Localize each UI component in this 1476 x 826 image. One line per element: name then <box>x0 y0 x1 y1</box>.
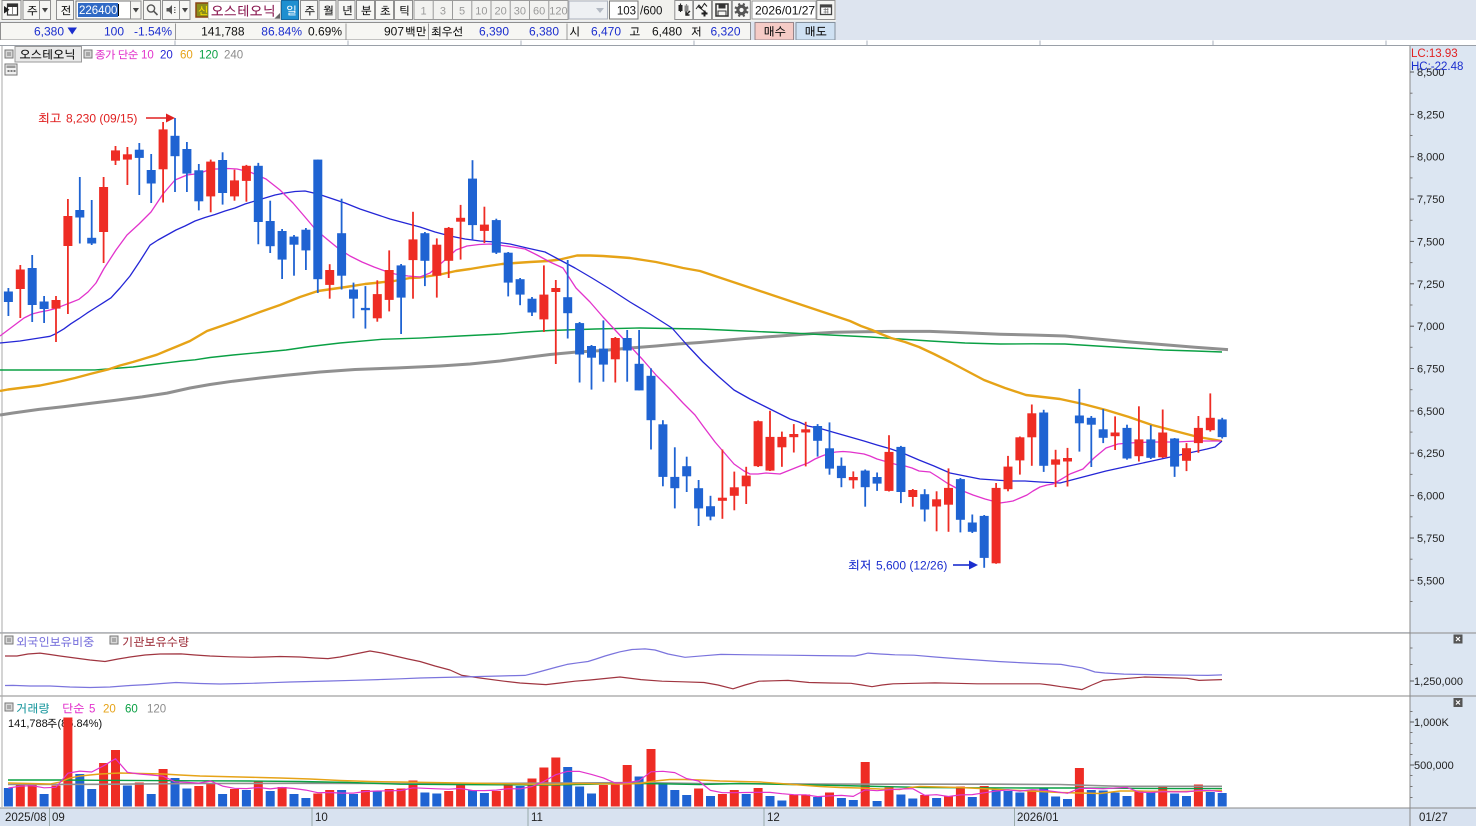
svg-text:60: 60 <box>180 50 193 62</box>
svg-text:2026/01/27: 2026/01/27 <box>755 4 815 18</box>
svg-text:7,750: 7,750 <box>1417 194 1445 206</box>
svg-text:1,250,000: 1,250,000 <box>1414 676 1463 688</box>
svg-text:HC:-22.48: HC:-22.48 <box>1411 61 1463 73</box>
svg-text:5,500: 5,500 <box>1417 575 1445 587</box>
svg-text:20: 20 <box>160 50 173 62</box>
svg-text:120: 120 <box>199 50 218 62</box>
svg-text:1: 1 <box>421 6 427 18</box>
svg-text:5,750: 5,750 <box>1417 533 1445 545</box>
svg-text:6,480: 6,480 <box>652 25 682 39</box>
svg-text:6,380: 6,380 <box>529 25 559 39</box>
svg-text:2026/01: 2026/01 <box>1017 812 1059 824</box>
svg-text:8,250: 8,250 <box>1417 109 1445 121</box>
svg-text:6,320: 6,320 <box>710 25 740 39</box>
svg-text:/600: /600 <box>640 6 662 18</box>
svg-text:120: 120 <box>549 6 567 18</box>
svg-text:7,000: 7,000 <box>1417 321 1445 333</box>
svg-text:12: 12 <box>767 812 780 824</box>
svg-text:60: 60 <box>125 704 138 716</box>
svg-text:8,500: 8,500 <box>1417 67 1445 79</box>
svg-text:20: 20 <box>103 704 116 716</box>
svg-text:120: 120 <box>147 704 166 716</box>
svg-text:60: 60 <box>533 6 545 18</box>
svg-text:6,470: 6,470 <box>591 25 621 39</box>
svg-text:6,500: 6,500 <box>1417 406 1445 418</box>
svg-text:226400: 226400 <box>79 5 117 17</box>
svg-text:30: 30 <box>514 6 526 18</box>
svg-text:10: 10 <box>315 812 328 824</box>
svg-text:10: 10 <box>475 6 487 18</box>
svg-text:7,250: 7,250 <box>1417 279 1445 291</box>
svg-text:5: 5 <box>459 6 465 18</box>
svg-text:103: 103 <box>617 6 636 18</box>
svg-text:86.84%: 86.84% <box>261 25 302 39</box>
svg-text:240: 240 <box>224 50 243 62</box>
svg-text:LC:13.93: LC:13.93 <box>1411 48 1458 60</box>
svg-text:6,250: 6,250 <box>1417 448 1445 460</box>
svg-text:6,390: 6,390 <box>479 25 509 39</box>
svg-text:8,000: 8,000 <box>1417 152 1445 164</box>
svg-text:01/27: 01/27 <box>1419 812 1448 824</box>
svg-text:11: 11 <box>531 812 543 824</box>
svg-text:6,000: 6,000 <box>1417 491 1445 503</box>
svg-text:10: 10 <box>141 50 154 62</box>
svg-text:1,000K: 1,000K <box>1414 717 1450 729</box>
svg-text:3: 3 <box>440 6 446 18</box>
svg-text:20: 20 <box>494 6 506 18</box>
svg-text:141,788: 141,788 <box>201 25 245 39</box>
svg-text:2025/08: 2025/08 <box>5 812 47 824</box>
svg-text:09: 09 <box>52 812 65 824</box>
svg-text:5: 5 <box>89 704 95 716</box>
svg-text:6,750: 6,750 <box>1417 364 1445 376</box>
svg-text:8,230 (09/15): 8,230 (09/15) <box>66 112 137 126</box>
svg-text:907: 907 <box>384 25 404 39</box>
svg-text:5,600 (12/26): 5,600 (12/26) <box>876 559 947 573</box>
svg-text:-1.54%: -1.54% <box>134 25 172 39</box>
svg-text:500,000: 500,000 <box>1414 760 1454 772</box>
svg-text:0.69%: 0.69% <box>308 25 342 39</box>
svg-text:100: 100 <box>104 25 124 39</box>
svg-text:6,380: 6,380 <box>34 25 64 39</box>
svg-text:7,500: 7,500 <box>1417 236 1445 248</box>
svg-text:141,788: 141,788 <box>8 718 48 730</box>
